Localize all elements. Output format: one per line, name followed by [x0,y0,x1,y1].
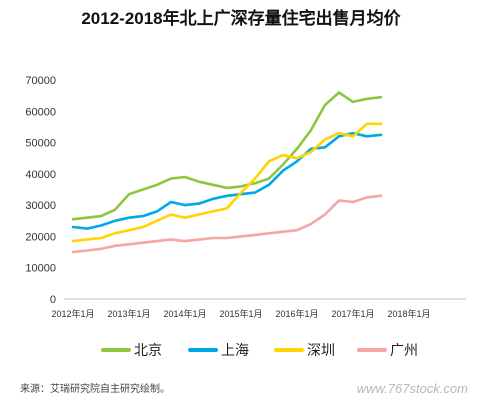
series-line-2 [71,122,383,243]
x-tick-label: 2012年1月 [51,308,94,319]
legend-label: 上海 [221,342,249,358]
x-tick-label: 2018年1月 [387,308,430,319]
y-tick-label: 20000 [25,231,56,243]
legend-label: 北京 [134,342,162,358]
y-tick-label: 60000 [25,106,56,118]
series-line-1 [71,131,383,230]
source-note: 来源：艾瑞研究院自主研究绘制。 [20,382,170,395]
series-line-0 [71,91,383,221]
x-tick-label: 2017年1月 [331,308,374,319]
x-axis: 2012年1月 2013年1月 2014年1月 2015年1月 2016年1月 2017年… [51,298,466,319]
y-tick-label: 30000 [25,200,56,212]
x-tick-label: 2016年1月 [275,308,318,319]
x-tick-label: 2014年1月 [163,308,206,319]
chart-title: 2012-2018年北上广深存量住宅出售月均价 [81,8,401,28]
y-tick-label: 0 [50,294,56,306]
legend-label: 广州 [390,342,418,358]
series-lines [71,91,383,254]
legend: 北京 上海 深圳 广州 [101,342,418,358]
y-tick-label: 10000 [25,263,56,275]
legend-label: 深圳 [307,342,335,358]
y-tick-label: 40000 [25,169,56,181]
x-tick-label: 2015年1月 [219,308,262,319]
x-tick-label: 2013年1月 [107,308,150,319]
watermark: www.767stock.com [357,381,468,396]
series-line-3 [71,194,383,254]
y-axis: 0 10000 20000 30000 40000 50000 60000 70000 [25,75,56,306]
y-tick-label: 70000 [25,75,56,87]
y-tick-label: 50000 [25,138,56,150]
